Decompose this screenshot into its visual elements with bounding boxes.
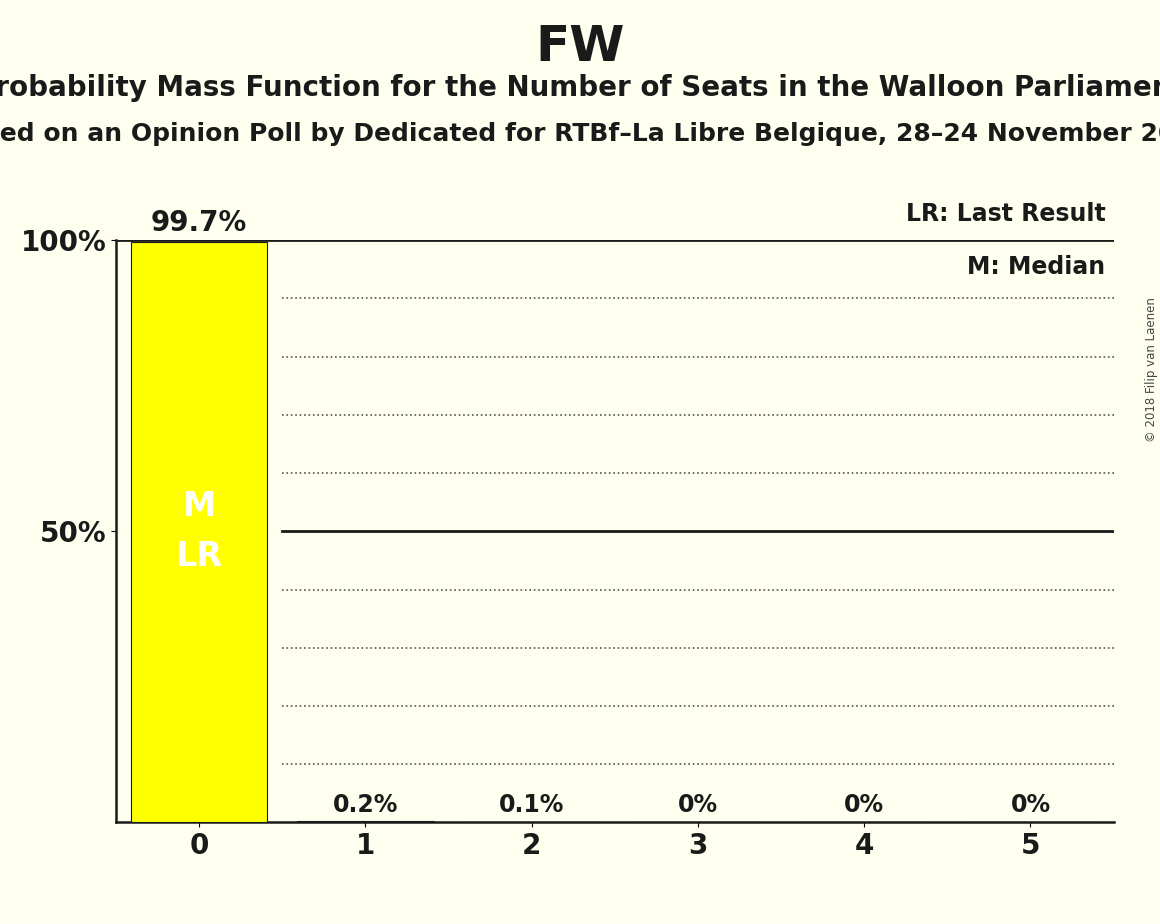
Text: 0%: 0% [844,793,884,817]
Text: M: Median: M: Median [967,255,1105,279]
Text: LR: LR [175,540,223,573]
Text: 0%: 0% [1010,793,1051,817]
Text: FW: FW [535,23,625,71]
Text: © 2018 Filip van Laenen: © 2018 Filip van Laenen [1145,298,1158,442]
Text: Based on an Opinion Poll by Dedicated for RTBf–La Libre Belgique, 28–24 November: Based on an Opinion Poll by Dedicated fo… [0,122,1160,146]
Text: M: M [182,490,216,523]
Text: LR: Last Result: LR: Last Result [906,201,1105,225]
Text: Probability Mass Function for the Number of Seats in the Walloon Parliament: Probability Mass Function for the Number… [0,74,1160,102]
Text: 99.7%: 99.7% [151,210,247,237]
Text: 0.1%: 0.1% [499,793,565,817]
Text: 0.2%: 0.2% [333,793,398,817]
Bar [131,242,267,822]
Text: 0%: 0% [677,793,718,817]
Bar [297,821,434,822]
